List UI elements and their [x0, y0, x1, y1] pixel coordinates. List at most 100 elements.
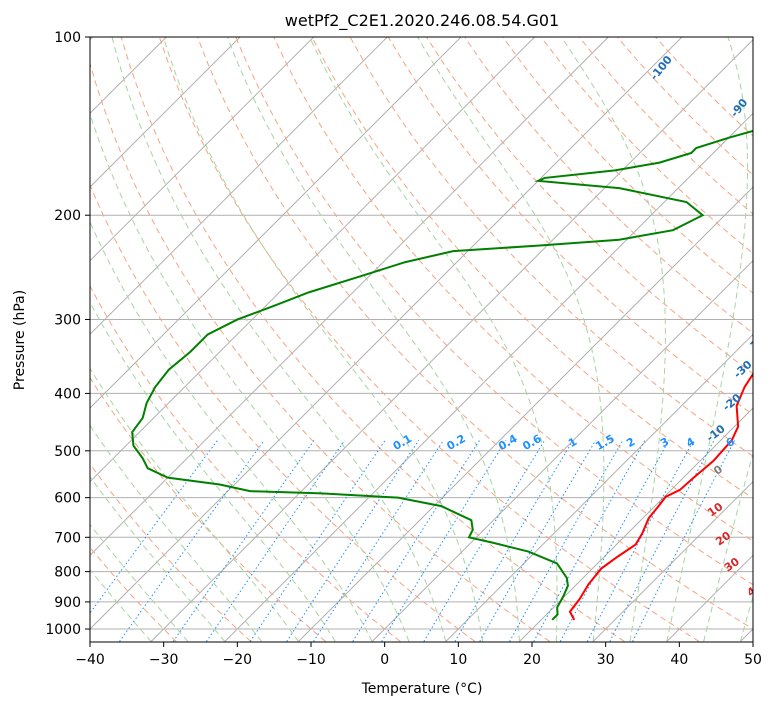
dry-adiabat--20	[90, 463, 252, 642]
dry-adiabat-120	[464, 37, 753, 334]
isotherm--80	[90, 37, 388, 336]
isotherm-0	[371, 259, 753, 642]
mixing-ratio-line-13	[509, 440, 624, 642]
mixing-ratio-label: 3	[658, 435, 671, 450]
mixing-ratio-label: 0.2	[445, 432, 468, 453]
mixing-ratio-line-4	[381, 440, 507, 642]
dry-adiabat-90	[349, 37, 753, 457]
dry-adiabat--10	[90, 376, 326, 642]
x-tick-label: 30	[597, 652, 615, 668]
isotherm-30	[592, 480, 753, 642]
moist-adiabat-label: -50	[763, 282, 775, 306]
dry-adiabat-label: 20	[713, 529, 733, 549]
mixing-ratio-line-30	[609, 440, 715, 642]
pressure-gridlines	[90, 37, 753, 630]
x-tick-label: 20	[523, 652, 541, 668]
mixing-ratio-label: 4	[684, 435, 697, 450]
dry-adiabat-10	[90, 183, 476, 642]
moist-adiabat-30	[417, 37, 605, 642]
mixing-ratio-label: 0.6	[520, 432, 544, 453]
moist-adiabat--15	[90, 424, 263, 642]
moist-adiabat-25	[309, 37, 558, 642]
mixing-ratio-line-1.5	[286, 440, 420, 642]
mixing-ratio-line-6	[423, 440, 546, 642]
dry-adiabat-label: 10	[705, 500, 725, 520]
x-tick-label: −20	[223, 652, 253, 668]
moist-adiabat-40	[666, 37, 749, 642]
dry-adiabat-50	[197, 37, 753, 630]
mixing-ratio-lines	[90, 439, 736, 642]
isotherm--70	[90, 37, 462, 409]
mixing-ratio-label: 8	[752, 435, 765, 450]
y-tick-label: 400	[54, 386, 81, 402]
plot-area: -100-90-80-70-60-50-40-30-20-10010203040…	[90, 37, 775, 642]
dry-adiabat-130	[502, 37, 753, 294]
moist-adiabat-label: -80	[759, 142, 775, 166]
x-axis-title: Temperature (°C)	[361, 681, 483, 697]
moist-adiabat-10	[111, 37, 447, 642]
mixing-ratio-label: 0.1	[391, 432, 414, 453]
y-tick-label: 300	[54, 312, 81, 328]
y-tick-label: 800	[54, 565, 81, 581]
isotherm--90	[90, 37, 315, 262]
dry-adiabat-140	[540, 37, 753, 254]
moist-adiabat-lines	[90, 37, 753, 642]
isotherm--60	[90, 37, 536, 483]
dry-adiabat-70	[273, 37, 753, 542]
mixing-ratio-line-36	[632, 440, 736, 642]
moist-adiabat--30	[90, 568, 152, 642]
mixing-ratio-line-8	[454, 440, 574, 642]
y-tick-label: 600	[54, 491, 81, 507]
isotherm-40	[666, 554, 753, 642]
moist-adiabat-15	[162, 37, 484, 642]
isotherm-20	[519, 407, 753, 642]
y-axis-ticks: 1000 900 800 700 600 500 400 300 200 100	[45, 30, 90, 638]
moist-adiabat-50	[739, 594, 753, 642]
dry-adiabat-60	[235, 37, 753, 586]
x-tick-label: −10	[296, 652, 326, 668]
moist-adiabat--5	[90, 301, 336, 642]
dry-adiabat-30	[120, 37, 625, 642]
y-tick-label: 100	[54, 30, 81, 46]
moist-adiabat-label: -40	[745, 325, 768, 349]
moist-adiabat-45	[703, 451, 753, 642]
dry-adiabat-lines	[90, 37, 753, 642]
mixing-ratio-line-1	[249, 440, 386, 642]
y-tick-label: 200	[54, 208, 81, 224]
temperature-profile-line	[568, 372, 753, 621]
y-tick-label: 900	[54, 595, 81, 611]
x-tick-label: 10	[449, 652, 467, 668]
mixing-ratio-label: 0.4	[496, 432, 520, 453]
profile-series	[131, 129, 753, 621]
mixing-ratio-line-3	[352, 440, 480, 642]
mixing-ratio-line-2	[313, 440, 444, 642]
moist-adiabat-0	[90, 220, 373, 642]
y-tick-label: 1000	[45, 622, 81, 638]
moist-adiabat-35	[561, 37, 666, 642]
isotherm--100	[90, 37, 241, 188]
mixing-ratio-line-0.4	[172, 440, 315, 642]
dry-adiabat-100	[387, 37, 753, 416]
dry-adiabat-80	[311, 37, 753, 499]
mixing-ratio-label: 1.5	[593, 432, 616, 453]
x-tick-label: −40	[75, 652, 105, 668]
y-axis-title: Pressure (hPa)	[12, 290, 28, 390]
moist-adiabat--25	[90, 523, 189, 642]
moist-adiabat--20	[90, 476, 226, 642]
x-tick-label: −30	[149, 652, 179, 668]
dry-adiabat-170	[655, 37, 753, 137]
mixing-ratio-label: 10	[771, 433, 775, 452]
mixing-ratio-line-20	[559, 440, 670, 642]
mixing-ratio-label: 2	[624, 435, 637, 450]
x-tick-label: 0	[380, 652, 389, 668]
dry-adiabat-20	[90, 61, 551, 642]
chart-title: wetPf2_C2E1.2020.246.08.54.G01	[285, 11, 559, 31]
isotherm--50	[90, 37, 609, 557]
plot-frame	[89, 36, 754, 643]
x-tick-label: 50	[744, 652, 762, 668]
dry-adiabat-label: 0	[711, 462, 725, 477]
mixing-ratio-line-0.1	[90, 439, 218, 614]
y-tick-label: 500	[54, 444, 81, 460]
x-tick-label: 40	[670, 652, 688, 668]
mixing-ratio-line-16	[533, 440, 646, 642]
